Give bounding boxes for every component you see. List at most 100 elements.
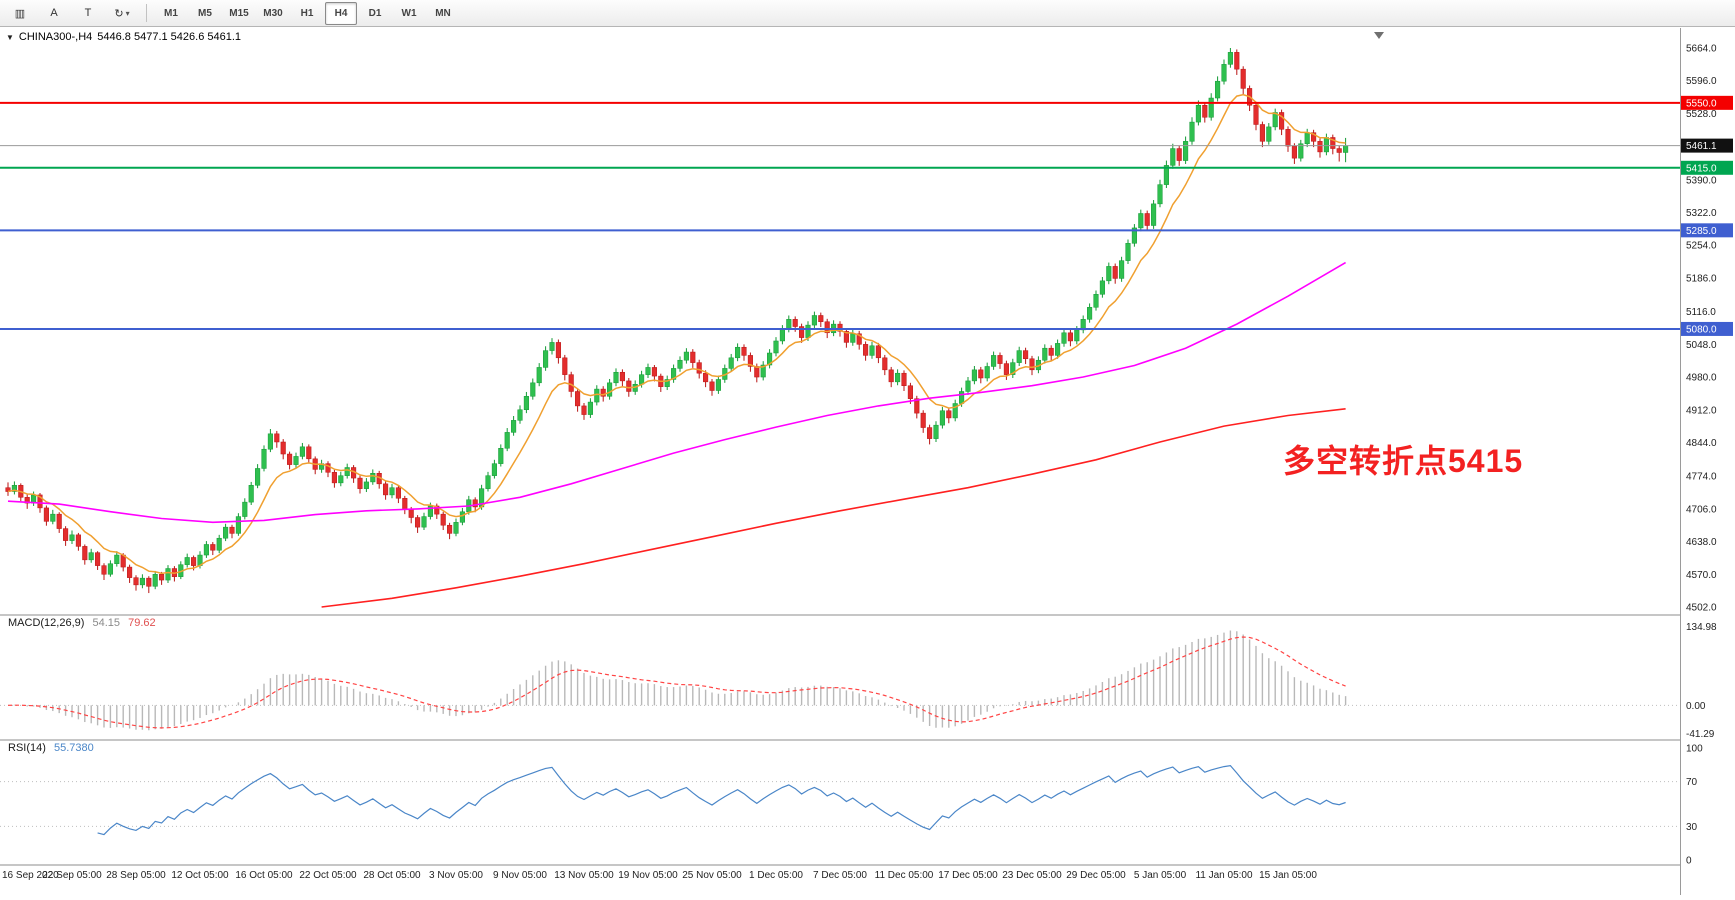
candle — [114, 554, 120, 564]
timeframe-button-h4[interactable]: H4 — [325, 1, 357, 25]
price-badge-5415.0 — [1681, 160, 1733, 175]
candle — [472, 499, 478, 508]
timeframe-button-d1[interactable]: D1 — [368, 7, 382, 19]
candle — [11, 485, 17, 492]
candle — [485, 475, 491, 489]
svg-text:11 Jan 05:00: 11 Jan 05:00 — [1195, 870, 1253, 881]
svg-text:19 Nov 05:00: 19 Nov 05:00 — [618, 870, 678, 881]
candle — [773, 340, 779, 354]
toolbar-pointer-a-icon[interactable]: A — [38, 2, 70, 25]
candle — [287, 453, 293, 465]
candle — [293, 456, 299, 465]
candle — [1202, 104, 1208, 118]
candles-layer — [5, 48, 1349, 594]
candle — [517, 409, 523, 421]
candle — [248, 485, 254, 503]
price-badge-5550.0 — [1681, 95, 1733, 110]
candle — [1323, 137, 1329, 153]
candle — [824, 321, 830, 334]
svg-text:5285.0: 5285.0 — [1686, 226, 1717, 237]
candle — [1234, 52, 1240, 70]
rsi-axis-0: 0 — [1686, 856, 1692, 867]
candle — [1253, 104, 1259, 125]
candle — [587, 401, 593, 415]
timeframe-button-m5[interactable]: M5 — [198, 7, 212, 19]
svg-text:5550.0: 5550.0 — [1686, 98, 1717, 109]
timeframe-button-m1[interactable]: M1 — [164, 7, 178, 19]
timeframe-button-m30[interactable]: M30 — [263, 7, 283, 19]
ma-mid-line — [7, 261, 1347, 524]
candle — [1029, 358, 1035, 371]
svg-text:5322.0: 5322.0 — [1686, 208, 1717, 219]
candle — [651, 367, 657, 377]
chart-canvas[interactable]: 5664.0 5596.0 5528.0 5390.0 5322.0 5254.0 5186… — [0, 28, 1735, 895]
candle — [434, 505, 440, 515]
svg-text:23 Dec 05:00: 23 Dec 05:00 — [1002, 870, 1062, 881]
candle — [536, 367, 542, 384]
candle — [786, 319, 792, 330]
candle — [715, 379, 721, 391]
candle — [101, 565, 107, 575]
candle — [1291, 145, 1297, 159]
candle — [1304, 132, 1310, 144]
candle — [946, 410, 952, 419]
candle — [357, 477, 363, 489]
timeframe-button-m15[interactable]: M15 — [229, 7, 249, 19]
candle — [863, 344, 869, 356]
candle — [703, 372, 709, 383]
candle — [1317, 141, 1323, 153]
timeframe-button-h1[interactable]: H1 — [300, 7, 314, 19]
timeframe-button-mn[interactable]: MN — [435, 7, 451, 19]
toolbar-chart-icon[interactable]: ▥ — [4, 2, 36, 25]
svg-text:3 Nov 05:00: 3 Nov 05:00 — [429, 870, 483, 881]
timeframe-button-group: M1 M5 M15 M30 H1 H4 D1 W1 MN — [155, 1, 459, 25]
rsi-pane-label: RSI(14) 55.7380 — [8, 742, 94, 754]
candle — [1106, 266, 1112, 282]
candle — [626, 380, 632, 392]
candle — [427, 505, 433, 517]
candle — [1067, 332, 1073, 342]
candle — [24, 497, 30, 504]
text-tool-icon: T — [84, 7, 92, 19]
toolbar-cycle-symbols-icon[interactable]: ↻ ▾ — [106, 2, 138, 25]
candle — [56, 513, 62, 529]
candle — [50, 513, 56, 522]
candle — [895, 372, 901, 383]
svg-text:5461.1: 5461.1 — [1686, 141, 1717, 152]
candle — [811, 315, 817, 326]
svg-text:1 Dec 05:00: 1 Dec 05:00 — [749, 870, 803, 881]
candle — [1010, 362, 1016, 375]
candle — [837, 323, 843, 332]
candle — [1336, 148, 1342, 153]
macd-histogram — [13, 630, 1347, 731]
svg-text:28 Oct 05:00: 28 Oct 05:00 — [363, 870, 421, 881]
svg-text:5 Jan 05:00: 5 Jan 05:00 — [1134, 870, 1187, 881]
candle — [1311, 132, 1317, 142]
rsi-axis-70: 70 — [1686, 777, 1698, 788]
candle — [421, 516, 427, 528]
rsi-line — [97, 764, 1346, 836]
candle — [1023, 350, 1029, 360]
candle — [1259, 124, 1265, 142]
chevron-down-icon: ▾ — [125, 8, 130, 18]
candle — [146, 577, 152, 587]
svg-text:29 Dec 05:00: 29 Dec 05:00 — [1066, 870, 1126, 881]
price-chart-svg: 5664.0 5596.0 5528.0 5390.0 5322.0 5254.0 5186… — [0, 28, 1735, 895]
candle — [805, 324, 811, 338]
candle — [971, 369, 977, 382]
macd-pane-label: MACD(12,26,9) 54.15 79.62 — [8, 617, 156, 629]
candle — [613, 371, 619, 384]
toolbar-text-tool-icon[interactable]: T — [72, 2, 104, 25]
collapse-chart-icon[interactable]: ▼ — [6, 32, 14, 42]
timeframe-button-w1[interactable]: W1 — [401, 7, 417, 19]
candle — [735, 346, 741, 359]
candle — [491, 463, 497, 476]
chart-symbol-header: ▼ CHINA300-,H4 5446.8 5477.1 5426.6 5461… — [6, 31, 241, 43]
candle — [997, 355, 1003, 364]
candle — [280, 441, 286, 455]
candle — [952, 403, 958, 419]
svg-text:5664.0: 5664.0 — [1686, 44, 1717, 55]
candle — [581, 405, 587, 415]
candle — [607, 382, 613, 397]
chart-shift-marker-icon[interactable] — [1374, 32, 1384, 39]
